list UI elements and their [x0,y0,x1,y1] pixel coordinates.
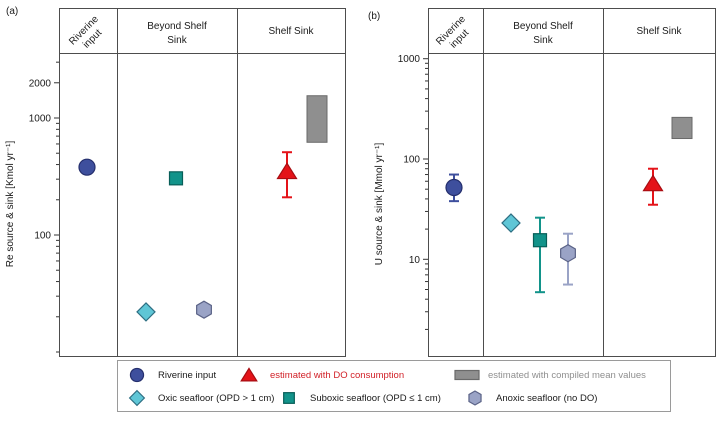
legend: Riverine input estimated with DO consump… [117,360,671,412]
panel-b-data-point-anoxic [560,244,576,263]
square-marker [283,392,295,404]
panel-b-range-box-compiled_mean [671,116,693,140]
panel-a-data-point-anoxic [196,300,212,319]
legend-item-riverine-input: Riverine input [124,365,216,385]
do-consumption-marker-icon [236,365,262,385]
panel-a-range-box-compiled_mean [306,95,328,143]
panel-a-y-tick-label: 1000 [29,114,52,125]
legend-label-suboxic-seafloor: Suboxic seafloor (OPD ≤ 1 cm) [310,392,441,404]
legend-label-do-consumption: estimated with DO consumption [270,369,405,381]
box-marker [454,369,480,381]
legend-item-compiled-mean: estimated with compiled mean values [454,365,646,385]
panel-a-data-point-oxic [136,302,156,322]
panel-a-data-point-suboxic [168,171,184,186]
panel-b-frame [428,8,716,357]
panel-a-y-tick-label: 100 [34,231,51,242]
legend-label-compiled-mean: estimated with compiled mean values [488,369,646,381]
panel-b-data-point-do_consumption [642,174,664,192]
panel-b-letter: (b) [368,11,381,22]
panel-b-data-point-oxic [501,213,521,233]
hexagon-marker [468,390,482,406]
riverine-input-marker-icon [124,365,150,385]
panel-b-data-point-riverine [445,178,463,197]
panel-b-column-header: Riverineinput [434,13,477,56]
panel-a-column-header: Beyond Shelf Sink [147,21,207,46]
diamond-marker [128,389,146,407]
panel-b-y-tick-label: 1000 [398,54,421,65]
triangle-marker [240,367,258,382]
panel-a-column-header: Riverineinput [67,13,110,56]
compiled-mean-marker-icon [454,365,480,385]
legend-label-anoxic-seafloor: Anoxic seafloor (no DO) [496,392,598,404]
suboxic-seafloor-marker-icon [276,388,302,408]
anoxic-seafloor-marker-icon [462,388,488,408]
legend-item-oxic-seafloor: Oxic seafloor (OPD > 1 cm) [124,388,274,408]
panel-a-column-header: Shelf Sink [268,26,314,37]
legend-label-oxic-seafloor: Oxic seafloor (OPD > 1 cm) [158,392,275,404]
panel-a-letter: (a) [6,6,19,17]
panel-b-data-point-suboxic [532,233,548,248]
panel-b-column-header: Shelf Sink [636,26,682,37]
panel-b-y-tick-label: 100 [403,155,420,166]
panel-b-column-header: Beyond Shelf Sink [513,21,573,46]
panel-b-y-tick-label: 10 [409,255,421,266]
legend-label-riverine-input: Riverine input [158,369,217,381]
panel-a-data-point-riverine [78,158,96,176]
circle-marker [129,367,145,383]
oxic-seafloor-marker-icon [124,388,150,408]
panel-a-frame [59,8,346,357]
panel-b-y-axis-label: U source & sink [Mmol yr⁻¹] [374,143,385,266]
panel-a-y-axis-label: Re source & sink [Kmol yr⁻¹] [5,141,16,268]
legend-item-suboxic-seafloor: Suboxic seafloor (OPD ≤ 1 cm) [276,388,441,408]
panel-a-data-point-do_consumption [276,162,298,180]
legend-item-do-consumption: estimated with DO consumption [236,365,404,385]
panel-a-y-tick-label: 2000 [29,78,52,89]
legend-item-anoxic-seafloor: Anoxic seafloor (no DO) [462,388,597,408]
